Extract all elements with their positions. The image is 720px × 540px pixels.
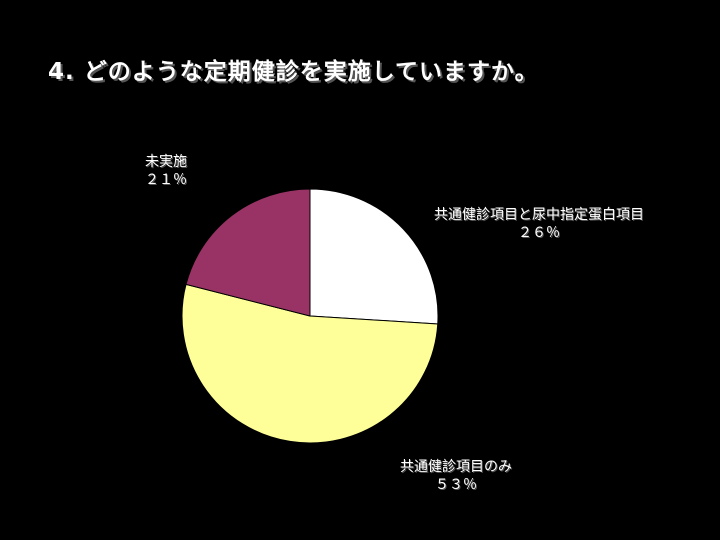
pie-slice-urine-protein	[309, 188, 439, 325]
slice-label-urine-protein: 共通健診項目と尿中指定蛋白項目 ２６％	[434, 206, 644, 242]
slice-name-common-only: 共通健診項目のみ	[400, 459, 512, 475]
slice-pct-urine-protein: ２６％	[518, 225, 560, 241]
slide-title: 4. どのような定期健診を実施していますか。	[48, 59, 539, 85]
pie-slice-not-implemented	[185, 188, 311, 317]
slice-name-urine-protein: 共通健診項目と尿中指定蛋白項目	[434, 207, 644, 223]
slice-name-not-implemented: 未実施	[145, 154, 187, 170]
slice-label-common-only: 共通健診項目のみ ５３％	[400, 458, 512, 494]
slice-label-not-implemented: 未実施 ２１％	[145, 153, 187, 189]
pie-slice-common-only	[181, 283, 439, 444]
slice-pct-not-implemented: ２１％	[145, 172, 187, 188]
slice-pct-common-only: ５３％	[435, 477, 477, 493]
